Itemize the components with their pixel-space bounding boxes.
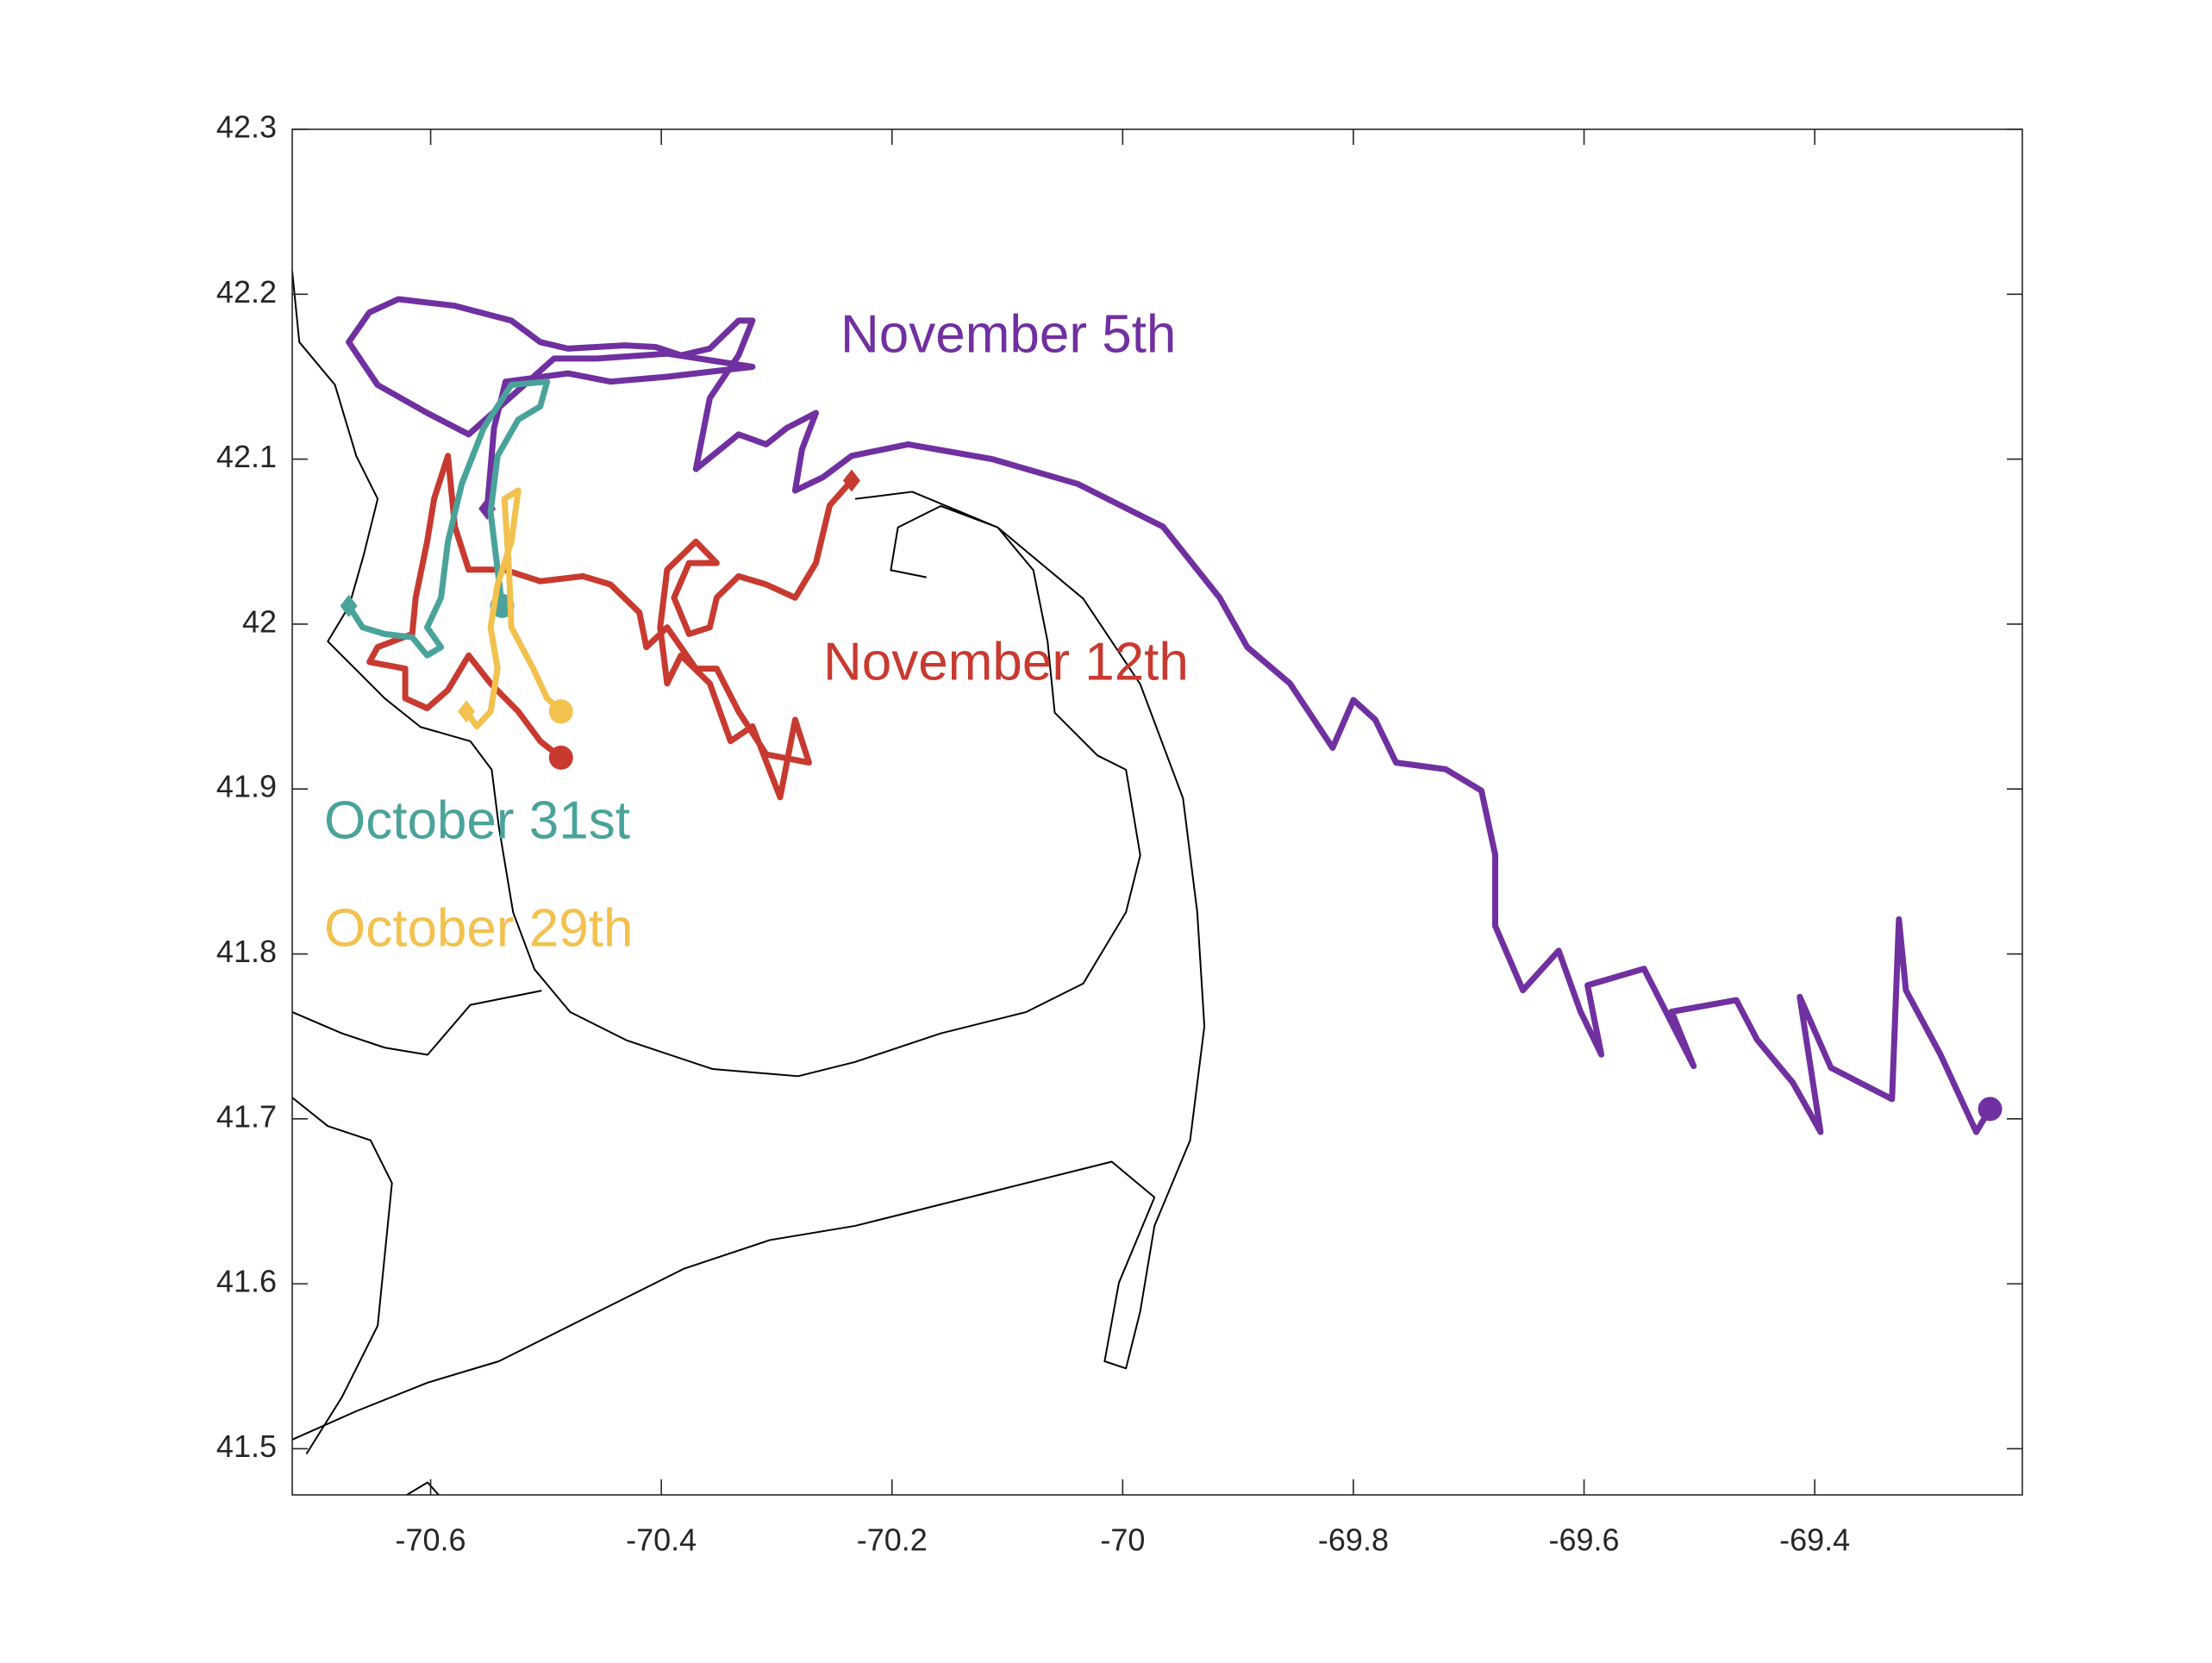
track-label: October 31st xyxy=(324,791,630,850)
track-line xyxy=(346,296,1993,1135)
y-tick-label: 42.1 xyxy=(216,439,277,474)
track-label: October 29th xyxy=(324,898,633,958)
track-end-marker xyxy=(548,699,573,724)
x-tick-label: -69.8 xyxy=(1318,1522,1389,1558)
track-end-marker xyxy=(1978,1097,2003,1122)
coastline-island xyxy=(405,1481,440,1496)
coastline xyxy=(291,271,1206,1496)
y-tick-label: 42.2 xyxy=(216,274,277,309)
coastline-south-shore xyxy=(291,1097,393,1454)
track-start-marker xyxy=(340,594,358,617)
track-label: November 5th xyxy=(840,304,1176,364)
track-end-marker xyxy=(548,745,573,770)
y-tick-label: 41.9 xyxy=(216,769,277,804)
coastline-outer-cape xyxy=(291,491,1206,1441)
y-tick-label: 41.7 xyxy=(216,1098,277,1134)
y-tick-label: 41.6 xyxy=(216,1264,277,1299)
x-tick-label: -69.6 xyxy=(1549,1522,1620,1558)
y-tick-label: 42 xyxy=(242,603,277,639)
y-tick-label: 42.3 xyxy=(216,109,277,145)
x-tick-label: -70.2 xyxy=(857,1522,928,1558)
plot-frame xyxy=(291,128,2023,1496)
track-line xyxy=(366,453,855,801)
x-tick-label: -70.6 xyxy=(396,1522,466,1558)
track-start-marker xyxy=(458,700,476,723)
track-label: November 12th xyxy=(823,632,1189,691)
x-tick-label: -69.4 xyxy=(1779,1522,1850,1558)
track-line xyxy=(463,487,565,729)
x-tick-label: -70.4 xyxy=(626,1522,697,1558)
y-tick-label: 41.5 xyxy=(216,1429,277,1464)
coastline-mainland xyxy=(291,271,1141,1078)
coastline-canal xyxy=(291,990,542,1056)
x-tick-label: -70 xyxy=(1100,1522,1145,1558)
track-start-marker xyxy=(842,469,860,492)
y-tick-label: 41.8 xyxy=(216,934,277,969)
track-line xyxy=(346,378,551,659)
